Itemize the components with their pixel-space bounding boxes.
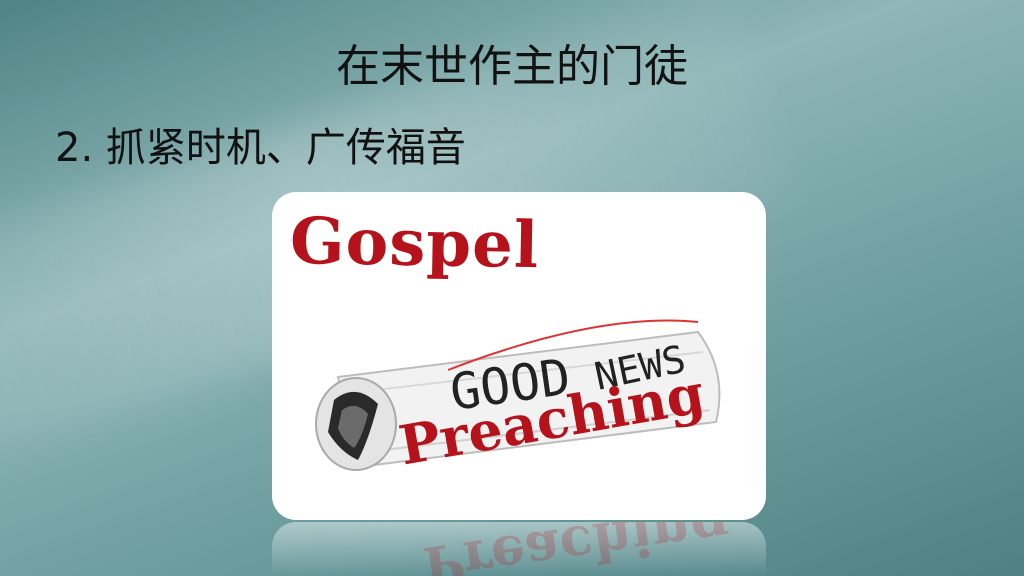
rolled-newspaper-icon: GOOD NEWS: [315, 319, 721, 471]
card-reflection: Preaching: [272, 522, 766, 576]
gospel-illustration-card: Gospel GOOD NEWS Preaching: [272, 192, 766, 520]
preaching-reflection: Preaching: [419, 522, 734, 576]
slide-subtitle: 2. 抓紧时机、广传福音: [55, 125, 466, 171]
gospel-word: Gospel: [289, 203, 540, 284]
slide-title: 在末世作主的门徒: [336, 41, 688, 92]
